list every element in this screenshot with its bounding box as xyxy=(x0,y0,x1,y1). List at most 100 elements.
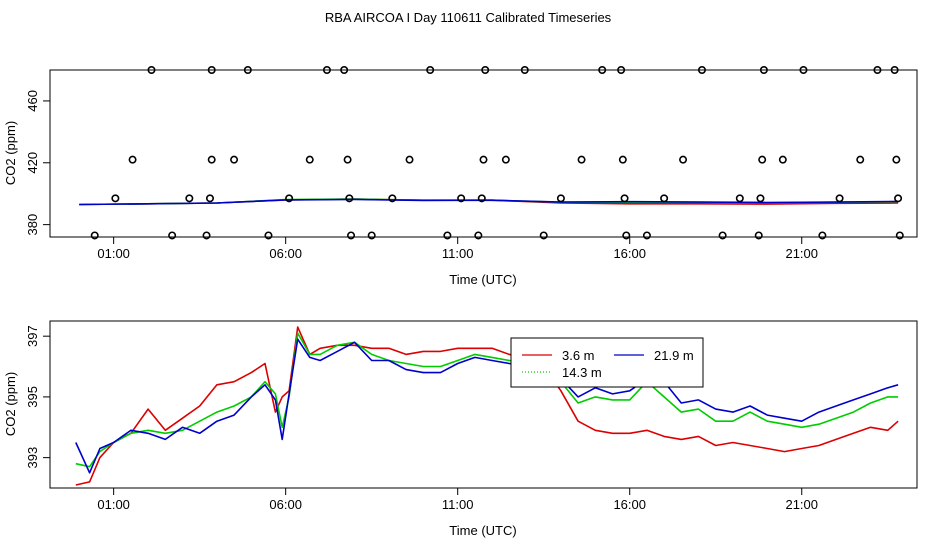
outlier-point xyxy=(128,155,137,164)
bottom-panel: 01:00 06:00 11:00 16:00 21:00 393 395 397 Time… xyxy=(3,320,918,538)
outlier-point xyxy=(207,66,216,75)
outlier-point xyxy=(205,194,214,203)
bottom-x-tick-label: 21:00 xyxy=(785,497,818,512)
outlier-point xyxy=(185,194,194,203)
outlier-point xyxy=(207,155,216,164)
legend-box xyxy=(510,337,704,388)
top-x-label: Time (UTC) xyxy=(449,272,516,287)
outlier-point xyxy=(642,231,651,240)
legend-label-14-3m: 14.3 m xyxy=(562,365,602,380)
bottom-series xyxy=(75,326,899,486)
outlier-point xyxy=(818,231,827,240)
bottom-x-label: Time (UTC) xyxy=(449,523,516,538)
outlier-point xyxy=(620,194,629,203)
outlier-point xyxy=(756,194,765,203)
outlier-point xyxy=(697,66,706,75)
outlier-point xyxy=(577,155,586,164)
top-x-tick-label: 06:00 xyxy=(269,246,302,261)
top-x-tick-label: 01:00 xyxy=(97,246,130,261)
outlier-point xyxy=(718,231,727,240)
bottom-series-line-21-9-m xyxy=(75,338,899,474)
top-x-tick-label: 16:00 xyxy=(613,246,646,261)
outlier-point xyxy=(598,66,607,75)
outlier-point xyxy=(388,194,397,203)
outlier-point xyxy=(759,66,768,75)
outlier-point xyxy=(735,194,744,203)
outlier-point xyxy=(679,155,688,164)
outlier-point xyxy=(340,66,349,75)
outlier-point xyxy=(202,231,211,240)
outlier-point xyxy=(618,155,627,164)
outlier-point xyxy=(520,66,529,75)
outlier-point xyxy=(285,194,294,203)
legend-label-21-9m: 21.9 m xyxy=(654,348,694,363)
outlier-point xyxy=(556,194,565,203)
outlier-point xyxy=(539,231,548,240)
outlier-point xyxy=(230,155,239,164)
outlier-point xyxy=(758,155,767,164)
outlier-point xyxy=(111,194,120,203)
top-y-axis: 380 420 460 xyxy=(25,90,50,235)
outlier-point xyxy=(264,231,273,240)
outlier-point xyxy=(501,155,510,164)
outlier-point xyxy=(305,155,314,164)
legend: 3.6 m 21.9 m 14.3 m xyxy=(510,337,704,388)
outlier-point xyxy=(345,194,354,203)
outlier-point xyxy=(479,155,488,164)
outlier-point xyxy=(347,231,356,240)
outlier-point xyxy=(481,66,490,75)
outlier-point xyxy=(168,231,177,240)
bottom-x-tick-label: 11:00 xyxy=(442,497,474,512)
legend-label-3-6m: 3.6 m xyxy=(562,348,595,363)
top-panel: 01:00 06:00 11:00 16:00 21:00 380 420 460 Time… xyxy=(3,66,918,287)
outlier-point xyxy=(343,155,352,164)
top-y-label: CO2 (ppm) xyxy=(3,121,18,185)
bottom-y-axis: 393 395 397 xyxy=(25,325,50,468)
bottom-series-line-14-3-m xyxy=(75,332,899,468)
top-series-line-21-9-m xyxy=(79,198,899,206)
top-outlier-points xyxy=(90,66,904,240)
outlier-point xyxy=(322,66,331,75)
outlier-point xyxy=(90,231,99,240)
bottom-y-tick-label: 397 xyxy=(25,325,40,347)
figure-title: RBA AIRCOA I Day 110611 Calibrated Times… xyxy=(325,10,612,25)
outlier-point xyxy=(892,155,901,164)
bottom-y-tick-label: 395 xyxy=(25,386,40,408)
bottom-y-label: CO2 (ppm) xyxy=(3,372,18,436)
outlier-point xyxy=(799,66,808,75)
outlier-point xyxy=(890,66,899,75)
outlier-point xyxy=(622,231,631,240)
outlier-point xyxy=(443,231,452,240)
outlier-point xyxy=(426,66,435,75)
top-y-tick-label: 460 xyxy=(25,90,40,112)
outlier-point xyxy=(405,155,414,164)
outlier-point xyxy=(873,66,882,75)
outlier-point xyxy=(457,194,466,203)
top-y-tick-label: 420 xyxy=(25,152,40,174)
top-x-tick-label: 21:00 xyxy=(785,246,818,261)
bottom-x-tick-label: 01:00 xyxy=(97,497,130,512)
outlier-point xyxy=(367,231,376,240)
bottom-plot-frame xyxy=(49,320,918,489)
outlier-point xyxy=(477,194,486,203)
top-x-axis: 01:00 06:00 11:00 16:00 21:00 xyxy=(97,237,818,261)
outlier-point xyxy=(895,231,904,240)
outlier-point xyxy=(617,66,626,75)
outlier-point xyxy=(835,194,844,203)
outlier-point xyxy=(474,231,483,240)
top-plot-frame xyxy=(49,69,918,238)
top-x-tick-label: 11:00 xyxy=(442,246,474,261)
bottom-x-axis: 01:00 06:00 11:00 16:00 21:00 xyxy=(97,488,818,512)
outlier-point xyxy=(243,66,252,75)
bottom-y-tick-label: 393 xyxy=(25,447,40,469)
outlier-point xyxy=(894,194,903,203)
bottom-x-tick-label: 16:00 xyxy=(613,497,646,512)
outlier-point xyxy=(660,194,669,203)
outlier-point xyxy=(856,155,865,164)
bottom-x-tick-label: 06:00 xyxy=(269,497,302,512)
top-y-tick-label: 380 xyxy=(25,214,40,236)
bottom-series-line-3-6-m xyxy=(75,326,899,486)
outlier-point xyxy=(778,155,787,164)
outlier-point xyxy=(147,66,156,75)
